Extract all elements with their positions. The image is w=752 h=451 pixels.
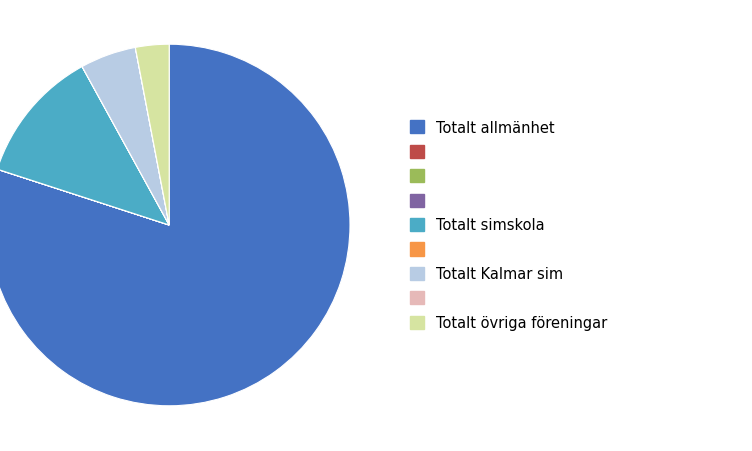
Wedge shape bbox=[0, 45, 350, 406]
Wedge shape bbox=[135, 45, 169, 226]
Wedge shape bbox=[82, 67, 169, 226]
Legend: Totalt allmänhet, , , , Totalt simskola, , Totalt Kalmar sim, , Totalt övriga fö: Totalt allmänhet, , , , Totalt simskola,… bbox=[402, 113, 614, 338]
Wedge shape bbox=[0, 170, 169, 226]
Wedge shape bbox=[0, 67, 169, 226]
Wedge shape bbox=[135, 48, 169, 226]
Wedge shape bbox=[0, 170, 169, 226]
Wedge shape bbox=[0, 170, 169, 226]
Wedge shape bbox=[82, 48, 169, 226]
